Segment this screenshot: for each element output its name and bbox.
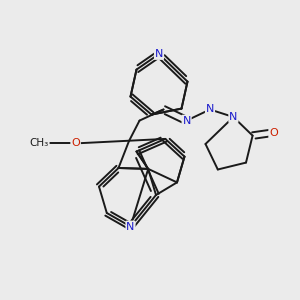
Text: N: N [155,49,163,59]
Text: N: N [182,116,191,126]
Text: N: N [229,112,238,122]
Text: N: N [126,221,135,232]
Text: O: O [269,128,278,138]
Text: O: O [71,138,80,148]
Text: N: N [206,104,214,115]
Text: CH₃: CH₃ [30,138,49,148]
